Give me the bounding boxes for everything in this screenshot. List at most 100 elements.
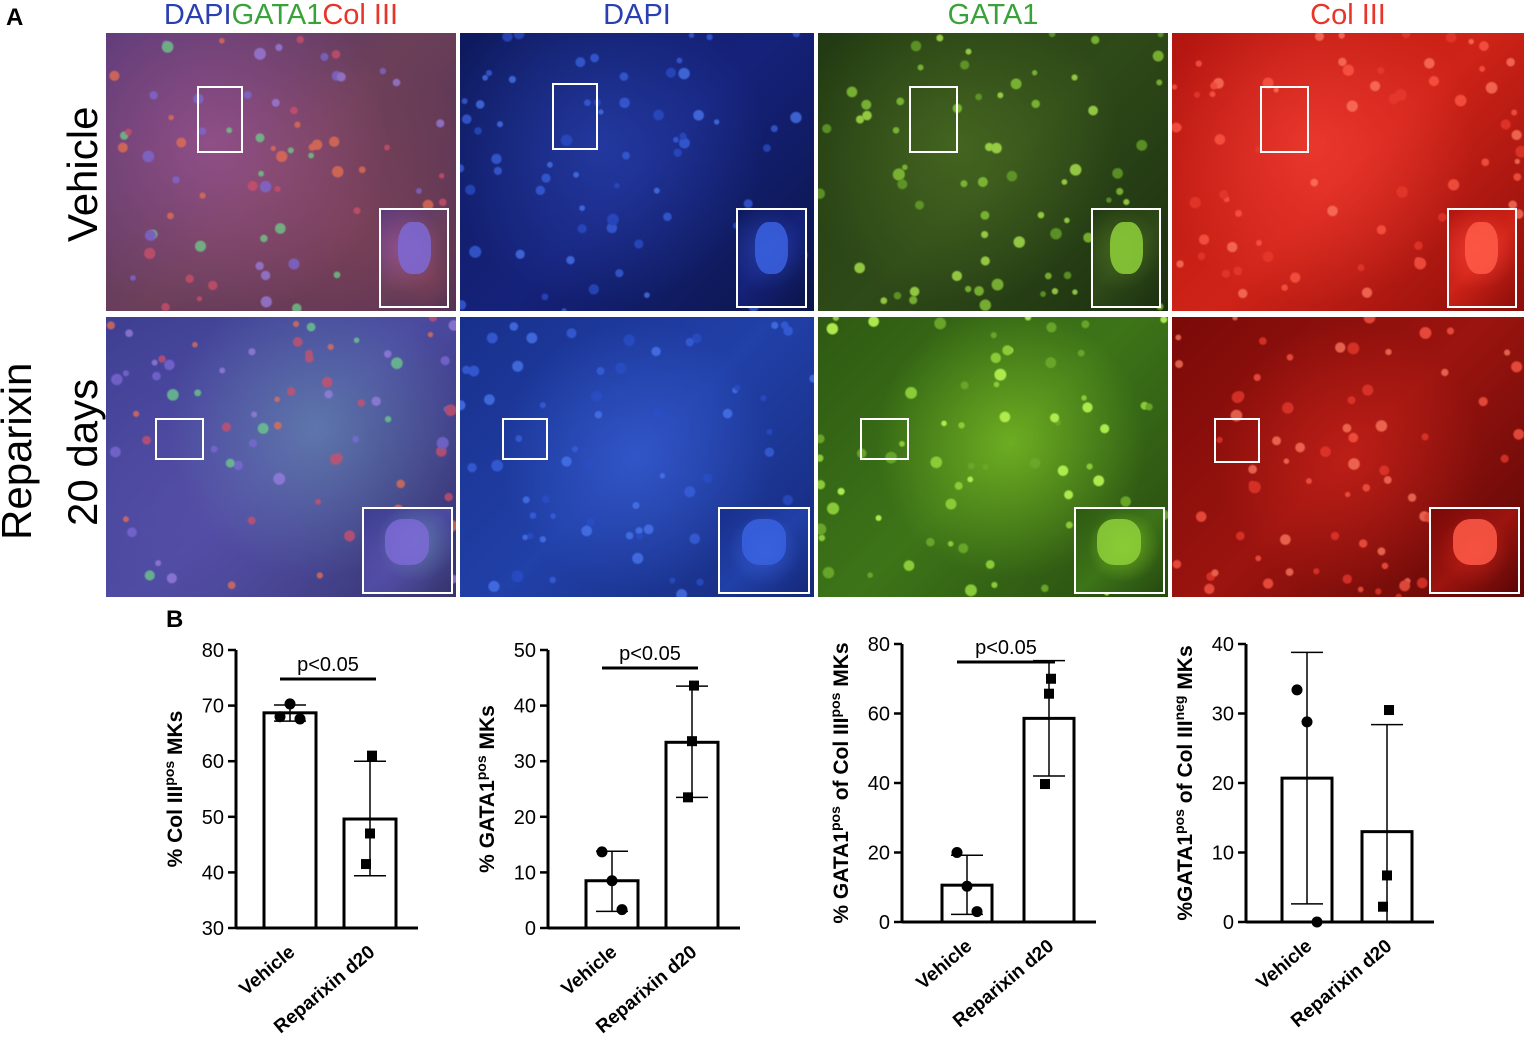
micrograph-merge-reparixin: [106, 317, 456, 597]
data-point: [616, 904, 628, 916]
selection-box: [909, 85, 958, 153]
y-tick-label: 40: [1212, 634, 1234, 656]
data-point: [689, 680, 699, 691]
data-point: [1384, 705, 1394, 716]
cell-blob: [1465, 221, 1499, 275]
y-tick-label: 20: [514, 807, 536, 829]
header-col: Col III: [1310, 0, 1386, 31]
cell-blob: [397, 221, 431, 275]
data-point: [1044, 688, 1054, 699]
significance-label: p<0.05: [619, 643, 681, 665]
category-label: Vehicle: [236, 942, 300, 1000]
y-tick-label: 10: [1212, 843, 1234, 865]
y-axis-label-text: MKs: [476, 705, 499, 755]
data-point: [971, 906, 983, 918]
panel-b-label: B: [166, 606, 184, 633]
selection-box: [1260, 85, 1310, 153]
data-point: [1291, 684, 1303, 696]
selection-box: [1214, 417, 1260, 463]
zoom-inset: [718, 507, 811, 595]
y-tick-label: 0: [525, 918, 536, 940]
micrograph-gata1-reparixin: [818, 317, 1168, 597]
category-label: Vehicle: [1253, 936, 1317, 994]
data-point: [1301, 716, 1313, 728]
y-tick-label: 50: [514, 640, 536, 662]
data-point: [361, 859, 371, 870]
data-point: [683, 792, 693, 803]
selection-box: [502, 417, 549, 460]
zoom-inset: [361, 507, 453, 595]
zoom-inset: [1446, 208, 1517, 309]
zoom-inset: [1428, 507, 1521, 595]
cell-blob: [1452, 519, 1497, 565]
y-tick-label: 40: [514, 696, 536, 718]
data-point: [1046, 673, 1056, 684]
data-point: [367, 750, 377, 761]
significance-label: p<0.05: [975, 637, 1037, 659]
category-label: Vehicle: [913, 936, 977, 994]
data-point: [1311, 916, 1323, 928]
zoom-inset: [1091, 208, 1161, 309]
y-axis-label-superscript: pos: [1171, 809, 1187, 834]
y-tick-label: 80: [202, 640, 224, 662]
y-axis-label-text: % GATA1: [476, 780, 499, 873]
data-point: [365, 828, 375, 839]
data-point: [1378, 901, 1388, 912]
y-tick-label: 60: [202, 751, 224, 773]
y-axis-label-superscript: neg: [1171, 696, 1187, 721]
data-point: [1040, 779, 1050, 790]
y-axis-label: % GATA1pos MKs: [473, 705, 499, 873]
zoom-inset: [1073, 507, 1165, 595]
y-tick-label: 80: [868, 634, 890, 656]
row-label-reparixin: Reparixin: [0, 362, 40, 540]
selection-box: [860, 417, 909, 460]
cell-blob: [1109, 221, 1143, 275]
micrograph-col-vehicle: [1172, 33, 1524, 311]
chart-gata1-of-col-neg: 0 10 20 30 40 %GATA1pos of Col IIIneg MKs Vehi…: [1171, 634, 1434, 1032]
selection-box: [155, 417, 204, 460]
data-point: [961, 880, 973, 892]
zoom-inset: [736, 208, 807, 309]
category-label: Vehicle: [558, 942, 622, 1000]
row-label-20-days: 20 days: [59, 378, 106, 526]
significance-label: p<0.05: [297, 654, 359, 676]
selection-box: [552, 83, 599, 150]
header-merge-gata1: GATA1: [231, 0, 323, 31]
micrograph-dapi-reparixin: [460, 317, 814, 597]
zoom-inset: [379, 208, 449, 309]
y-tick-label: 20: [1212, 773, 1234, 795]
y-axis-label-text: MKs: [164, 711, 187, 761]
y-axis-label-text: MKs: [1174, 645, 1197, 695]
y-axis-label-superscript: pos: [827, 692, 843, 717]
data-point: [294, 713, 306, 725]
y-tick-label: 10: [514, 862, 536, 884]
panel-a-label: A: [6, 4, 24, 31]
cell-blob: [385, 519, 429, 565]
y-tick-label: 50: [202, 807, 224, 829]
micrograph-col-reparixin: [1172, 317, 1524, 597]
y-axis-label-superscript: pos: [827, 806, 843, 831]
bar: [262, 711, 318, 930]
header-gata1: GATA1: [947, 0, 1039, 31]
cell-blob: [742, 519, 787, 565]
header-merge-dapi: DAPI: [163, 0, 232, 31]
y-tick-label: 20: [868, 843, 890, 865]
data-point: [596, 846, 608, 858]
cell-blob: [754, 221, 789, 275]
y-tick-label: 30: [1212, 704, 1234, 726]
selection-box: [197, 85, 243, 153]
data-point: [284, 698, 296, 710]
y-axis-label-text: % GATA1: [830, 831, 853, 924]
y-tick-label: 40: [202, 862, 224, 884]
data-point: [687, 736, 697, 747]
y-axis-label-text: % Col III: [164, 786, 187, 868]
micrograph-dapi-vehicle: [460, 33, 814, 311]
y-tick-label: 0: [879, 912, 890, 934]
y-axis-label-superscript: pos: [473, 755, 489, 780]
micrograph-gata1-vehicle: [818, 33, 1168, 311]
micrograph-merge-vehicle: [106, 33, 456, 311]
y-tick-label: 30: [514, 751, 536, 773]
